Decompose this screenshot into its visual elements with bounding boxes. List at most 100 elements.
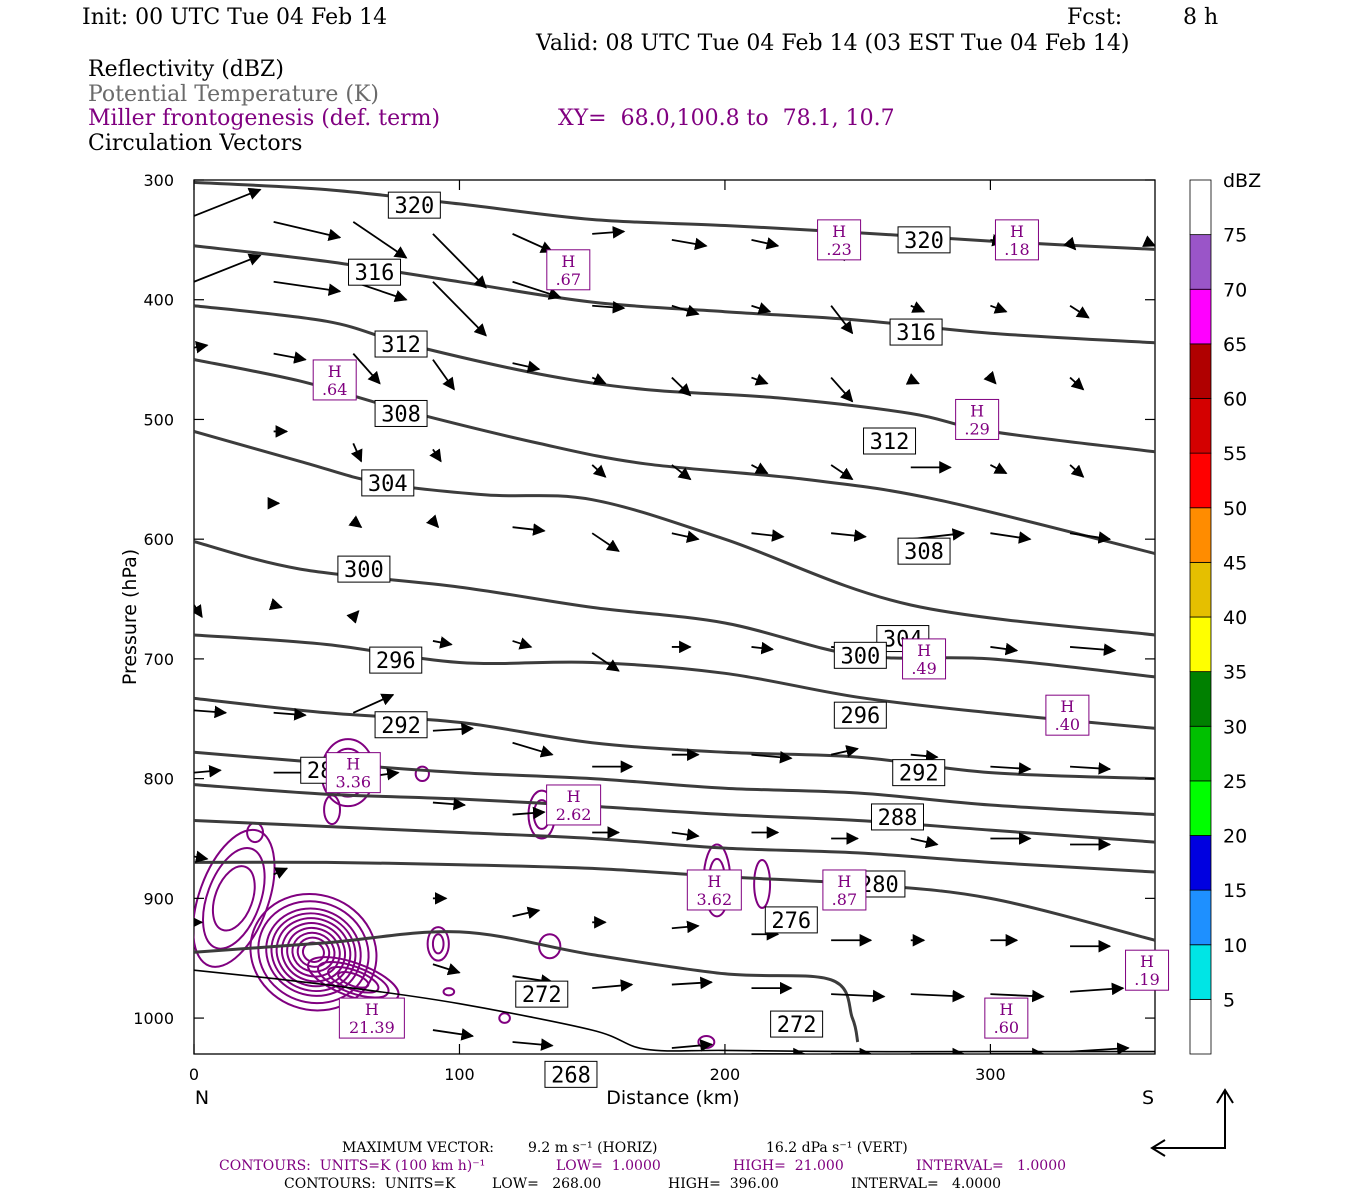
frontogenesis-contour — [202, 847, 266, 950]
circulation-vector — [671, 530, 700, 543]
theta-label-320: 320 — [904, 229, 944, 254]
circulation-vector — [751, 529, 785, 542]
max-vector-vertical: 16.2 dPa s⁻¹ (VERT) — [766, 1140, 908, 1156]
frontogenesis-contour — [498, 1012, 511, 1024]
circulation-vector — [432, 359, 455, 391]
circulation-vector — [432, 233, 487, 289]
frontogenesis-max-value: .49 — [911, 659, 936, 678]
theta-label-box — [770, 1010, 824, 1038]
theta-label-296: 296 — [840, 704, 880, 729]
frontogenesis-max-symbol: H — [832, 222, 846, 241]
colorbar-level-label: 55 — [1223, 443, 1247, 465]
circulation-vector — [194, 253, 262, 283]
frontogenesis-max-value: 3.62 — [697, 890, 733, 909]
circulation-vector — [592, 226, 626, 239]
theta-contour-320 — [194, 180, 1155, 251]
frontogenesis-max-box — [817, 219, 862, 261]
y-tick-label: 900 — [143, 889, 174, 908]
theta-contour-low: LOW= 268.00 — [492, 1176, 602, 1192]
circulation-vector — [432, 1028, 474, 1041]
theta-label-box — [348, 258, 402, 286]
y-tick-label: 700 — [143, 650, 174, 669]
circulation-vector — [1069, 304, 1090, 319]
circulation-vector — [268, 598, 283, 611]
colorbar-level-label: 35 — [1223, 662, 1247, 684]
circulation-vector — [512, 523, 546, 536]
theta-label-308: 308 — [904, 540, 944, 565]
field-circulation-vectors: Circulation Vectors — [88, 131, 303, 156]
max-vector-label: MAXIMUM VECTOR: — [342, 1140, 494, 1156]
frontogenesis-max-value: .19 — [1134, 970, 1159, 989]
colorbar-segment — [1189, 179, 1212, 236]
circulation-vector — [591, 652, 620, 672]
circulation-vector — [905, 373, 920, 385]
theta-label-308: 308 — [381, 402, 421, 427]
frontogenesis-max-symbol: H — [999, 1000, 1013, 1019]
circulation-vector — [831, 989, 886, 1003]
circulation-vector — [830, 464, 854, 481]
x-tick-label: 100 — [444, 1065, 475, 1084]
colorbar-level-label: 5 — [1223, 989, 1235, 1011]
circulation-vector — [273, 280, 342, 296]
frontogenesis-max-symbol: H — [707, 872, 721, 891]
colorbar-segment — [1189, 616, 1212, 673]
circulation-vector — [751, 641, 774, 655]
theta-label-box — [515, 980, 569, 1008]
theta-label-box — [544, 1060, 598, 1088]
frontogenesis-max-value: 3.36 — [335, 773, 371, 792]
theta-contour-284 — [194, 783, 1155, 844]
frontogenesis-max-value: 2.62 — [556, 805, 592, 824]
frontogenesis-max-symbol: H — [365, 1000, 379, 1019]
forecast-label: Fcst: — [1067, 5, 1123, 30]
fronto-contour-interval: INTERVAL= 1.0000 — [916, 1158, 1067, 1174]
circulation-vector — [751, 462, 769, 475]
colorbar-segment — [1189, 234, 1212, 290]
circulation-vector — [671, 237, 708, 251]
theta-label-box — [897, 537, 951, 565]
theta-label-box — [870, 803, 924, 831]
theta-label-box — [833, 641, 887, 669]
circulation-vector — [990, 762, 1032, 775]
circulation-vector — [429, 448, 442, 463]
frontogenesis-max-box — [546, 784, 602, 826]
circulation-vector — [194, 705, 228, 719]
circulation-vector — [751, 373, 769, 386]
field-frontogenesis: Miller frontogenesis (def. term) — [88, 106, 441, 131]
x-tick-label: 300 — [975, 1065, 1006, 1084]
circulation-vector — [273, 867, 289, 879]
circulation-vector — [1069, 643, 1117, 656]
circulation-vector — [352, 221, 408, 259]
circulation-vector — [346, 610, 360, 624]
colorbar-segment — [1189, 671, 1212, 727]
field-reflectivity: Reflectivity (dBZ) — [88, 57, 284, 82]
frontogenesis-contour — [431, 933, 445, 955]
frontogenesis-contour — [286, 926, 341, 978]
theta-label-box — [374, 711, 428, 739]
frontogenesis-max-symbol: H — [328, 362, 342, 381]
y-tick-label: 300 — [143, 171, 174, 190]
frontogenesis-contour — [194, 828, 276, 968]
y-axis-title: Pressure (hPa) — [119, 549, 141, 685]
circulation-vector — [671, 464, 692, 481]
theta-label-box — [863, 427, 917, 455]
frontogenesis-max-labels: H.67H.23H.18H.64H.29H.49H.40H3.36H2.62H3… — [312, 219, 1170, 1039]
colorbar-level-label: 75 — [1223, 225, 1247, 247]
theta-label-276: 276 — [771, 909, 811, 934]
theta-label-box — [387, 191, 441, 219]
circulation-vector — [352, 693, 395, 714]
axes: 0 100 200 300 300 400 500 600 700 800 900 1000 — [133, 171, 1155, 1084]
circulation-vector — [1069, 762, 1112, 775]
circulation-vector — [592, 300, 626, 314]
frontogenesis-max-value: .87 — [832, 890, 857, 909]
frontogenesis-max-value: .60 — [994, 1018, 1019, 1037]
circulation-vector — [273, 708, 307, 721]
frontogenesis-contour — [327, 965, 380, 994]
circulation-vector — [1069, 464, 1085, 478]
theta-label-box — [374, 399, 428, 427]
frontogenesis-max-box — [338, 997, 405, 1039]
colorbar-level-label: 60 — [1223, 389, 1247, 411]
colorbar-level-label: 45 — [1223, 552, 1247, 574]
frontogenesis-max-symbol: H — [1060, 697, 1074, 716]
frontogenesis-max-symbol: H — [561, 252, 575, 271]
theta-contour-280 — [194, 819, 1155, 874]
